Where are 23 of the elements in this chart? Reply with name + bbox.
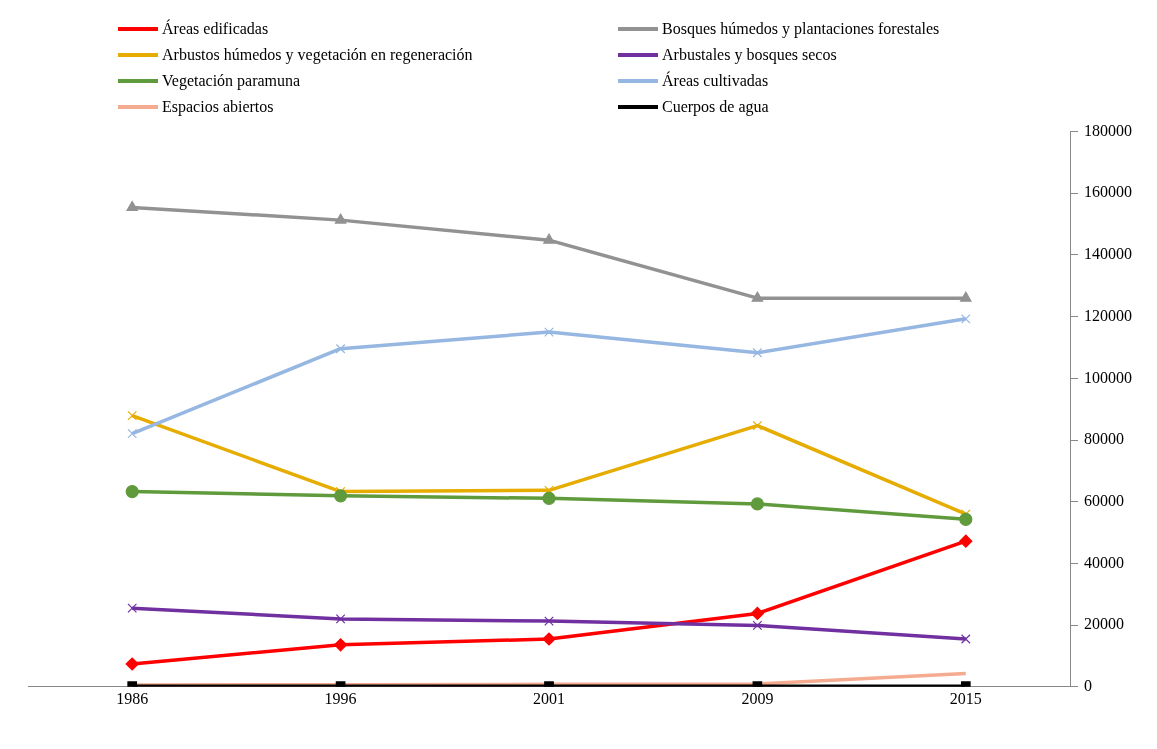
y-tick-label: 160000 xyxy=(1084,183,1132,201)
y-tick-label: 20000 xyxy=(1084,615,1124,633)
y-tick-label: 100000 xyxy=(1084,368,1132,386)
x-tick-label: 2015 xyxy=(949,689,982,707)
y-tick-label: 140000 xyxy=(1084,245,1132,263)
legend-label: Espacios abiertos xyxy=(162,98,274,116)
legend-label: Vegetación paramuna xyxy=(162,72,301,90)
legend-label: Bosques húmedos y plantaciones forestales xyxy=(662,20,940,38)
x-tick-label: 1996 xyxy=(324,689,357,707)
legend-label: Arbustos húmedos y vegetación en regeneración xyxy=(162,46,473,64)
x-tick-label: 1986 xyxy=(116,689,149,707)
y-tick-label: 40000 xyxy=(1084,553,1124,571)
y-tick-label: 120000 xyxy=(1084,306,1132,324)
legend-label: Áreas edificadas xyxy=(162,20,269,38)
y-tick-label: 80000 xyxy=(1084,430,1124,448)
x-tick-label: 2001 xyxy=(533,689,565,707)
legend-label: Cuerpos de agua xyxy=(662,98,769,116)
legend-label: Arbustales y bosques secos xyxy=(662,46,837,64)
legend-label: Áreas cultivadas xyxy=(662,72,769,90)
y-tick-label: 0 xyxy=(1084,677,1092,694)
x-tick-label: 2009 xyxy=(741,689,774,707)
y-tick-label: 60000 xyxy=(1084,491,1124,509)
y-tick-label: 180000 xyxy=(1084,121,1132,139)
